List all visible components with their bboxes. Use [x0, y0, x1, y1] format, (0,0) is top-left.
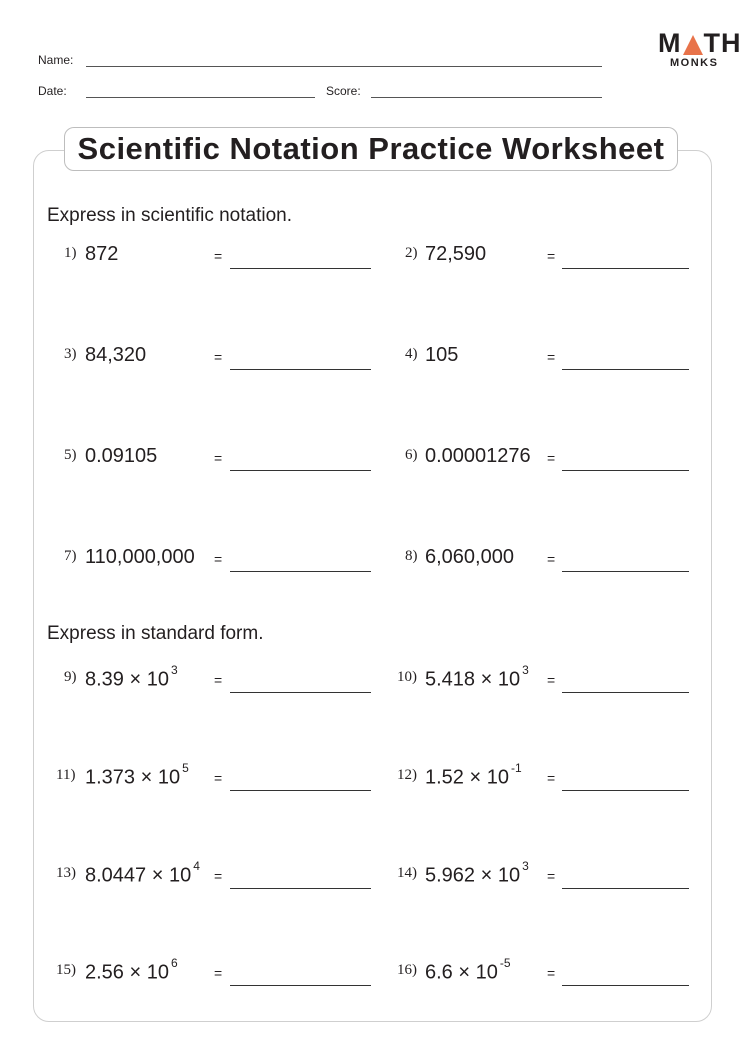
answer-field[interactable] — [230, 692, 371, 693]
answer-field[interactable] — [230, 571, 371, 572]
section-instruction: Express in standard form. — [47, 623, 264, 644]
answer-field[interactable] — [230, 888, 371, 889]
equals-sign: = — [214, 868, 223, 884]
problem-number: 11) — [56, 767, 76, 783]
equals-sign: = — [214, 450, 223, 466]
problem-number: 1) — [64, 245, 77, 261]
problem-number: 8) — [405, 548, 418, 564]
answer-field[interactable] — [562, 369, 689, 370]
problem-value: 1.52 × 10 -1 — [425, 761, 522, 789]
answer-field[interactable] — [230, 790, 371, 791]
equals-sign: = — [547, 450, 556, 466]
exponent: 5 — [182, 761, 189, 775]
date-field[interactable] — [86, 97, 315, 98]
page-title: Scientific Notation Practice Worksheet — [64, 127, 678, 171]
answer-field[interactable] — [562, 985, 689, 986]
problem-value: 6.6 × 10 -5 — [425, 956, 511, 984]
equals-sign: = — [547, 868, 556, 884]
problem-value: 1.373 × 10 5 — [85, 761, 189, 789]
equals-sign: = — [214, 551, 223, 567]
equals-sign: = — [547, 770, 556, 786]
problem-value: 872 — [85, 243, 119, 265]
problem-value: 110,000,000 — [85, 546, 195, 568]
answer-field[interactable] — [230, 470, 371, 471]
exponent: -5 — [499, 956, 511, 970]
exponent: -1 — [510, 761, 522, 775]
problem-number: 7) — [64, 548, 77, 564]
problem-number: 2) — [405, 245, 418, 261]
section-instruction: Express in scientific notation. — [47, 205, 293, 226]
triangle-icon — [682, 35, 703, 55]
problem-value: 8.39 × 10 3 — [85, 663, 178, 691]
worksheet-frame — [33, 150, 712, 1022]
equals-sign: = — [214, 248, 223, 264]
name-field[interactable] — [86, 66, 602, 67]
problem-value: 5.962 × 10 3 — [425, 859, 529, 887]
exponent: 3 — [522, 663, 529, 677]
answer-field[interactable] — [562, 888, 689, 889]
score-label: Score: — [326, 84, 361, 98]
answer-field[interactable] — [230, 369, 371, 370]
exponent: 3 — [522, 859, 529, 873]
problem-number: 13) — [56, 865, 76, 881]
answer-field[interactable] — [562, 268, 689, 269]
answer-field[interactable] — [562, 692, 689, 693]
answer-field[interactable] — [230, 985, 371, 986]
equals-sign: = — [214, 965, 223, 981]
problem-value: 84,320 — [85, 344, 147, 366]
answer-field[interactable] — [562, 470, 689, 471]
exponent: 4 — [193, 859, 200, 873]
problem-number: 12) — [397, 767, 417, 783]
problem-value: 2.56 × 10 6 — [85, 956, 178, 984]
equals-sign: = — [214, 770, 223, 786]
problem-number: 10) — [397, 669, 417, 685]
exponent: 6 — [170, 956, 178, 970]
problem-number: 15) — [56, 962, 76, 978]
problem-value: 6,060,000 — [425, 546, 514, 568]
equals-sign: = — [547, 551, 556, 567]
equals-sign: = — [547, 965, 556, 981]
name-label: Name: — [38, 53, 74, 67]
problem-value: 0.09105 — [85, 445, 158, 467]
problem-value: 8.0447 × 10 4 — [85, 859, 200, 887]
problem-number: 4) — [405, 346, 418, 362]
equals-sign: = — [214, 672, 223, 688]
problem-number: 16) — [397, 962, 417, 978]
problem-value: 5.418 × 10 3 — [425, 663, 529, 691]
date-label: Date: — [38, 84, 67, 98]
answer-field[interactable] — [230, 268, 371, 269]
equals-sign: = — [547, 672, 556, 688]
equals-sign: = — [214, 349, 223, 365]
problem-number: 9) — [64, 669, 77, 685]
math-monks-logo: M TH MONKS — [658, 28, 742, 70]
answer-field[interactable] — [562, 571, 689, 572]
problem-value: 72,590 — [425, 243, 487, 265]
problem-value: 105 — [425, 344, 459, 366]
problem-value: 0.00001276 — [425, 445, 531, 467]
problem-number: 3) — [64, 346, 77, 362]
problem-number: 6) — [405, 447, 418, 463]
equals-sign: = — [547, 349, 556, 365]
equals-sign: = — [547, 248, 556, 264]
problem-number: 5) — [64, 447, 77, 463]
problem-number: 14) — [397, 865, 417, 881]
exponent: 3 — [170, 663, 178, 677]
score-field[interactable] — [371, 97, 602, 98]
answer-field[interactable] — [562, 790, 689, 791]
